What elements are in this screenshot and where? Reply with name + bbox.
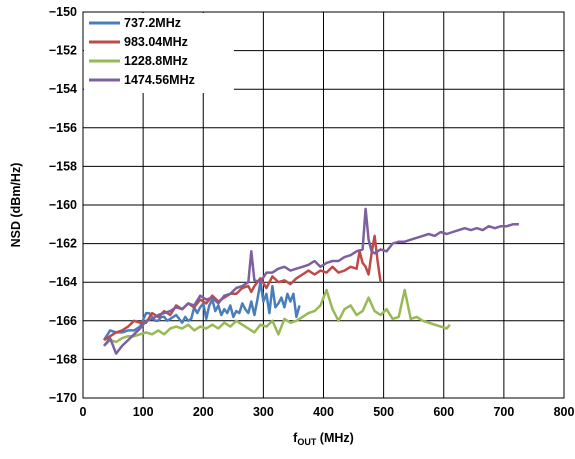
y-tick-label: −154: [49, 82, 77, 96]
y-tick-label: −162: [49, 237, 77, 251]
y-tick-label: −156: [49, 121, 77, 135]
y-tick-label: −160: [49, 198, 77, 212]
series-line-3: [103, 288, 451, 347]
x-tick-label: 700: [493, 405, 514, 419]
x-axis-label-unit: (MHz): [316, 431, 354, 445]
x-tick-label: 200: [193, 405, 214, 419]
legend: 737.2MHz 983.04MHz 1228.8MHz 1474.56MHz: [84, 13, 234, 93]
y-tick-label: −158: [49, 159, 77, 173]
x-axis-label-subscript: OUT: [297, 437, 317, 447]
plot-area-frame: [82, 11, 565, 399]
y-tick-label: −150: [49, 5, 77, 19]
x-tick-label: 0: [80, 405, 87, 419]
grid-lines: [82, 11, 565, 399]
series-lines: [102, 207, 519, 355]
y-tick-label: −170: [49, 391, 77, 405]
x-tick-label: 600: [433, 405, 454, 419]
y-tick-label: −166: [49, 314, 77, 328]
legend-label: 1228.8MHz: [124, 54, 188, 68]
y-axis-label: NSD (dBm/Hz): [9, 163, 23, 248]
series-line-4: [103, 207, 519, 355]
x-tick-label: 500: [373, 405, 394, 419]
legend-label: 737.2MHz: [124, 16, 181, 30]
x-tick-label: 800: [554, 405, 575, 419]
series-line-2: [103, 234, 382, 342]
y-tick-label: −152: [49, 44, 77, 58]
x-axis-label-main: f: [293, 431, 298, 445]
y-tick-label: −164: [49, 275, 77, 289]
x-tick-label: 400: [313, 405, 334, 419]
y-tick-label: −168: [49, 352, 77, 366]
x-axis-label: fOUT (MHz): [293, 431, 354, 447]
x-tick-label: 100: [133, 405, 154, 419]
legend-label: 983.04MHz: [124, 35, 188, 49]
x-tick-label: 300: [253, 405, 274, 419]
x-tick-labels: 0 100 200 300 400 500 600 700 800: [80, 405, 575, 419]
series-line-1: [102, 280, 301, 341]
legend-label: 1474.56MHz: [124, 73, 195, 87]
y-tick-labels: −170 −168 −166 −164 −162 −160 −158 −156 −154 −152…: [49, 5, 77, 405]
